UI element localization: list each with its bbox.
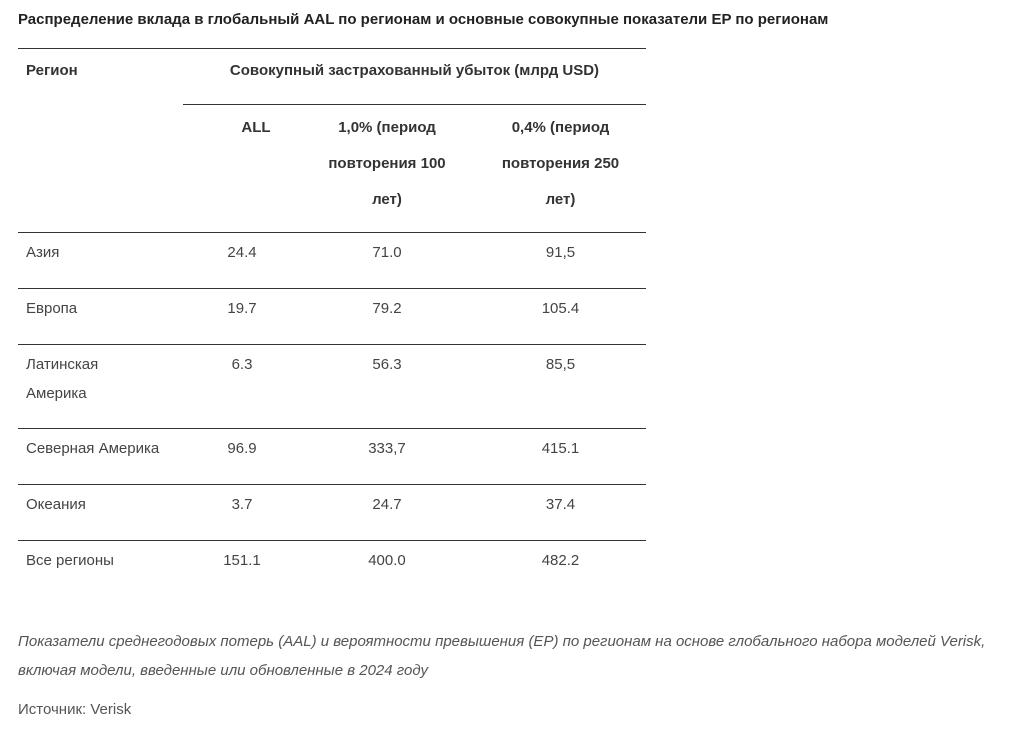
row-ep250: 91,5 [545, 244, 576, 261]
row-all: 96.9 [227, 440, 257, 457]
row-region: Латинская Америка [26, 356, 99, 402]
row-ep100: 333,7 [368, 440, 406, 457]
row-ep100: 400.0 [368, 552, 406, 569]
row-divider [18, 288, 646, 289]
source-note: Источник: Verisk [18, 701, 132, 718]
header-ep250: 0,4% (период повторения 250 лет) [501, 119, 620, 208]
row-region: Азия [26, 244, 60, 261]
row-ep100: 56.3 [372, 356, 402, 373]
header-ep100: 1,0% (период повторения 100 лет) [328, 119, 446, 208]
row-all: 151.1 [223, 552, 261, 569]
row-divider [18, 540, 646, 541]
header-group-rule [183, 104, 646, 105]
row-ep250: 482.2 [541, 552, 580, 569]
row-divider [18, 428, 646, 429]
row-all: 6.3 [231, 356, 253, 373]
header-all: ALL [241, 119, 271, 136]
row-all: 19.7 [227, 300, 257, 317]
row-divider [18, 344, 646, 345]
row-all: 3.7 [231, 496, 253, 513]
header-group: Совокупный застрахованный убыток (млрд U… [229, 62, 600, 79]
row-region: Северная Америка [26, 440, 160, 457]
row-all: 24.4 [227, 244, 257, 261]
row-ep250: 85,5 [545, 356, 576, 373]
row-ep250: 105.4 [541, 300, 580, 317]
row-ep250: 37.4 [545, 496, 576, 513]
table-caption: Показатели среднегодовых потерь (AAL) и … [18, 633, 986, 679]
row-ep100: 71.0 [372, 244, 402, 261]
row-region: Европа [26, 300, 78, 317]
row-ep250: 415.1 [541, 440, 580, 457]
row-region: Океания [26, 496, 86, 513]
row-divider [18, 484, 646, 485]
header-region: Регион [26, 62, 78, 79]
table-title: Распределение вклада в глобальный AAL по… [18, 11, 829, 28]
row-ep100: 79.2 [372, 300, 402, 317]
row-ep100: 24.7 [372, 496, 402, 513]
row-region: Все регионы [26, 552, 114, 569]
table-top-rule [18, 48, 646, 49]
header-bottom-rule [18, 232, 646, 233]
